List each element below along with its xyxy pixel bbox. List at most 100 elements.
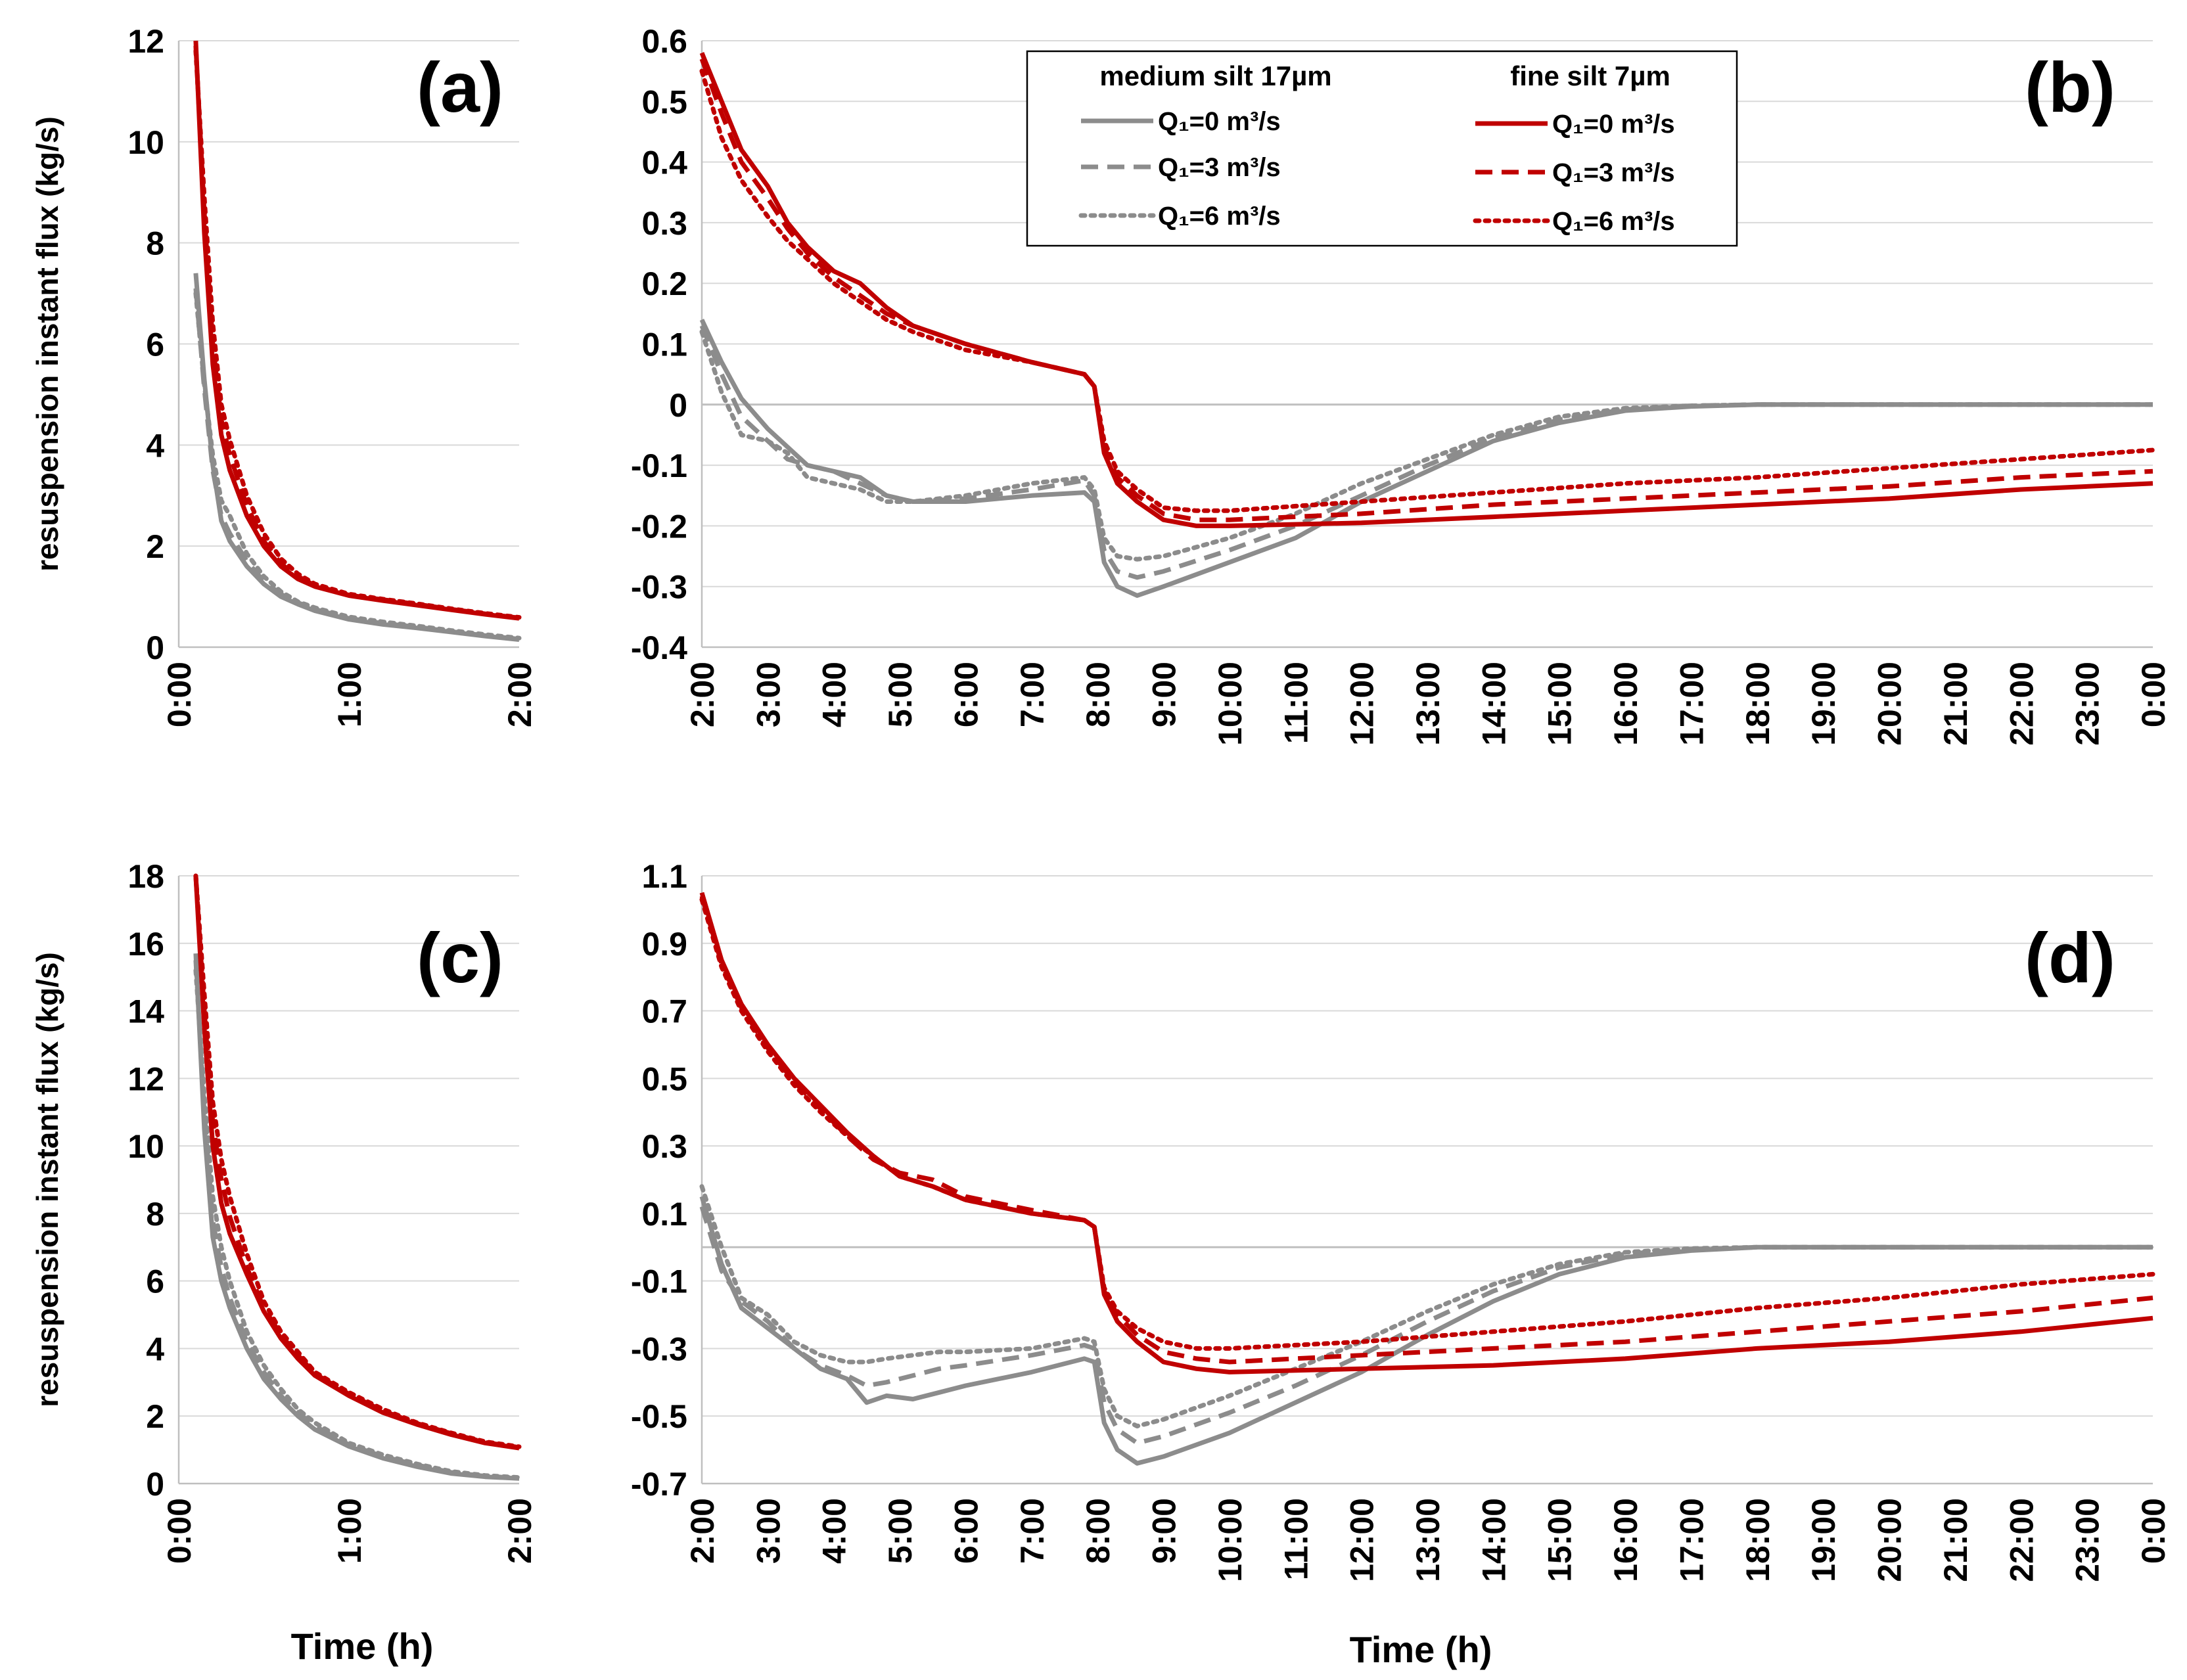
x-tick-label: 21:00 (1937, 662, 1974, 746)
x-tick-label: 6:00 (948, 662, 984, 727)
y-tick-label: -0.3 (631, 569, 687, 606)
x-tick-label: 0:00 (161, 662, 198, 727)
y-tick-label: 0.1 (641, 1196, 687, 1233)
y-tick-label: 12 (127, 1060, 164, 1097)
series-line-fine-dotted (699, 68, 2155, 513)
legend-medium-header: medium silt 17µm (1099, 60, 1331, 91)
x-tick-label: 14:00 (1475, 662, 1512, 746)
x-tick-label: 14:00 (1475, 1498, 1512, 1582)
y-tick-label: 1.1 (641, 858, 687, 895)
x-tick-label: 16:00 (1607, 662, 1644, 746)
legend: medium silt 17µm fine silt 7µm Q₁=0 m³/s… (1026, 50, 1738, 247)
x-tick-label: 0:00 (161, 1498, 198, 1564)
y-tick-label: 0.2 (641, 265, 687, 302)
y-axis-label: resuspension instant flux (kg/s) (30, 116, 64, 572)
x-tick-label: 16:00 (1607, 1498, 1644, 1582)
x-tick-label: 3:00 (750, 662, 787, 727)
y-tick-label: -0.7 (631, 1466, 687, 1503)
x-tick-label: 5:00 (882, 662, 919, 727)
panel-label: (a) (417, 47, 503, 127)
x-tick-label: 17:00 (1673, 1498, 1710, 1582)
x-tick-label: 0:00 (2135, 1498, 2172, 1564)
panel-b: -0.4 -0.3 -0.2 -0.1 0 0.1 0.2 0.3 0.4 0.5 0.6 2:00 3… (631, 23, 2172, 746)
y-tick-label: 0.6 (641, 23, 687, 60)
series-line-fine-dotted (193, 873, 522, 1449)
series-line-fine-dashed (193, 45, 520, 620)
x-axis-label: Time (h) (291, 1625, 434, 1667)
series-line-fine-solid (699, 892, 2153, 1374)
x-axis-label: Time (h) (1350, 1629, 1492, 1670)
x-tick-label: 6:00 (948, 1498, 984, 1564)
y-tick-label: -0.3 (631, 1330, 687, 1367)
x-tick-label: 4:00 (816, 662, 853, 727)
y-tick-label: 8 (146, 1196, 164, 1233)
y-tick-label: 2 (146, 528, 164, 565)
x-tick-label: 13:00 (1410, 662, 1446, 746)
y-tick-label: 8 (146, 225, 164, 262)
x-tick-label: 3:00 (750, 1498, 787, 1564)
x-tick-label: 5:00 (882, 1498, 919, 1564)
series-line-medium-dashed (193, 960, 520, 1481)
legend-medium-q3: Q₁=3 m³/s (1158, 153, 1281, 182)
x-tick-label: 1:00 (331, 662, 368, 727)
y-tick-label: -0.2 (631, 508, 687, 545)
y-tick-label: -0.1 (631, 1263, 687, 1300)
x-tick-label: 2:00 (501, 662, 538, 727)
x-tick-label: 9:00 (1146, 1498, 1183, 1564)
x-tick-label: 2:00 (684, 1498, 721, 1564)
y-tick-label: 0.3 (641, 205, 687, 242)
x-tick-label: 1:00 (331, 1498, 368, 1564)
x-tick-label: 21:00 (1937, 1498, 1974, 1582)
y-tick-label: 10 (127, 124, 164, 161)
panel-label: (d) (2025, 918, 2115, 997)
x-tick-label: 7:00 (1014, 662, 1051, 727)
series-line-medium-dotted (193, 968, 522, 1480)
x-tick-label: 12:00 (1344, 1498, 1381, 1582)
x-tick-label: 22:00 (2003, 1498, 2040, 1582)
y-tick-label: 0.5 (641, 83, 687, 120)
y-tick-label: 16 (127, 926, 164, 963)
y-tick-label: 12 (127, 23, 164, 60)
x-tick-label: 18:00 (1739, 662, 1776, 746)
x-tick-label: 11:00 (1278, 662, 1314, 744)
y-tick-label: 14 (127, 993, 164, 1030)
x-tick-label: 20:00 (1872, 662, 1908, 746)
legend-box (1026, 50, 1738, 247)
y-tick-label: -0.4 (631, 629, 687, 666)
legend-fine-q0: Q₁=0 m³/s (1552, 110, 1675, 139)
legend-medium-q6: Q₁=6 m³/s (1158, 202, 1281, 231)
series-line-fine-dotted (193, 48, 522, 620)
series-line-medium-dashed (699, 325, 2153, 580)
panel-c: 0 2 4 6 8 10 12 14 16 18 0:00 1:00 2:00 (c) resuspensi… (30, 858, 538, 1667)
x-tick-label: 12:00 (1344, 662, 1381, 746)
x-tick-label: 19:00 (1805, 1498, 1842, 1582)
series-line-medium-dotted (699, 329, 2155, 562)
legend-medium-q0: Q₁=0 m³/s (1158, 107, 1281, 136)
series-line-medium-solid (699, 1196, 2153, 1466)
y-tick-label: 0.7 (641, 993, 687, 1030)
x-tick-label: 2:00 (684, 662, 721, 727)
x-tick-label: 20:00 (1872, 1498, 1908, 1582)
y-tick-label: 2 (146, 1398, 164, 1435)
y-tick-label: -0.5 (631, 1398, 687, 1435)
panel-label: (b) (2025, 47, 2115, 127)
y-tick-label: 6 (146, 327, 164, 363)
x-tick-label: 2:00 (501, 1498, 538, 1564)
x-tick-label: 15:00 (1542, 1498, 1578, 1582)
x-tick-label: 23:00 (2069, 1498, 2106, 1582)
x-tick-label: 18:00 (1739, 1498, 1776, 1582)
series-line-medium-solid (193, 953, 520, 1481)
series-line-medium-dashed (193, 288, 520, 642)
x-tick-label: 11:00 (1278, 1498, 1314, 1580)
series-line-medium-solid (193, 273, 520, 642)
x-tick-label: 15:00 (1542, 662, 1578, 746)
x-tick-label: 9:00 (1146, 662, 1183, 727)
series-line-medium-dotted (193, 291, 522, 641)
y-tick-label: 6 (146, 1263, 164, 1300)
y-tick-label: 0.1 (641, 327, 687, 363)
x-tick-label: 23:00 (2069, 662, 2106, 746)
y-axis-label: resuspension instant flux (kg/s) (30, 952, 64, 1407)
y-tick-label: 18 (127, 858, 164, 895)
series-line-fine-solid (193, 40, 520, 621)
y-tick-label: 0 (146, 1466, 164, 1503)
